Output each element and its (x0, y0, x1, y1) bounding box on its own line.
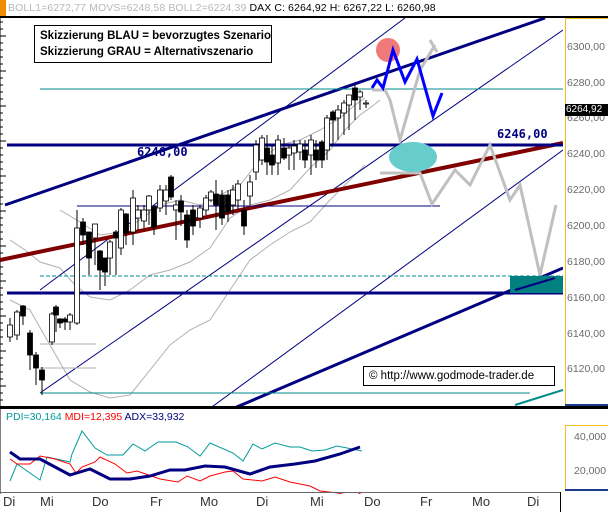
x-label: Di (256, 494, 269, 509)
y-axis (563, 18, 608, 406)
x-axis-corner (560, 492, 561, 512)
bollinger-values: BOLL1=6272,77 MOVS=6248,58 BOLL2=6224,39 (8, 2, 247, 14)
header-marker (0, 0, 6, 16)
panel-divider (0, 406, 608, 409)
adx-label: ADX=33,932 (124, 411, 185, 423)
ind-y-label: 40,000 (574, 431, 607, 443)
y-label: 6120,00 (567, 363, 605, 375)
y-label: 6180,00 (567, 256, 605, 268)
x-label: Do (364, 494, 381, 509)
y-label: 6280,00 (567, 77, 605, 89)
indicator-y-axis (563, 425, 608, 491)
level-label-left: 6246,00 (137, 145, 188, 159)
x-label: Do (92, 494, 109, 509)
pdi-label: PDI=30,164 (6, 411, 62, 423)
blue-scenario-sketch (370, 45, 444, 121)
y-label: 6200,00 (567, 220, 605, 232)
left-tick-scale (0, 18, 6, 406)
red-trendline (0, 141, 563, 262)
mdi-label: MDI=12,395 (64, 411, 123, 423)
price-chart (0, 18, 563, 406)
y-label: 6140,00 (567, 328, 605, 340)
y-label: 6300,00 (567, 41, 605, 53)
x-label: Fr (420, 494, 433, 509)
candlesticks (7, 85, 369, 395)
level-label-right: 6246,00 (497, 127, 548, 141)
x-label: Mo (200, 494, 219, 509)
header-values: BOLL1=6272,77 MOVS=6248,58 BOLL2=6224,39… (8, 2, 436, 14)
x-label: Di (3, 494, 16, 509)
copyright-box: © http://www.godmode-trader.de (363, 366, 555, 386)
support-zone-marker (389, 142, 437, 172)
x-axis (0, 492, 560, 493)
x-label: Di (527, 494, 540, 509)
y-label: 6220,00 (567, 184, 605, 196)
scenario-legend: Skizzierung BLAU = bevorzugtes Szenario … (34, 25, 272, 63)
current-price-tag: 6264,92 (565, 104, 608, 116)
header-divider (0, 16, 608, 18)
dax-quote: DAX C: 6264,92 H: 6267,22 L: 6260,98 (249, 2, 436, 14)
x-label: Mi (40, 494, 54, 509)
trend-channel-thick (4, 18, 563, 406)
x-label: Mo (472, 494, 491, 509)
legend-blue: Skizzierung BLAU = bevorzugtes Szenario (40, 30, 272, 42)
y-label: 6160,00 (567, 292, 605, 304)
x-label: Mi (310, 494, 324, 509)
ind-y-label: 20,000 (574, 465, 607, 477)
legend-gray: Skizzierung GRAU = Alternativszenario (40, 46, 254, 58)
indicator-legend: PDI=30,164 MDI=12,395 ADX=33,932 (6, 411, 184, 423)
x-label: Fr (150, 494, 163, 509)
y-label: 6240,00 (567, 148, 605, 160)
dmi-chart (0, 409, 363, 494)
trend-channel-thin (39, 18, 563, 406)
chart-header: BOLL1=6272,77 MOVS=6248,58 BOLL2=6224,39… (0, 0, 608, 17)
